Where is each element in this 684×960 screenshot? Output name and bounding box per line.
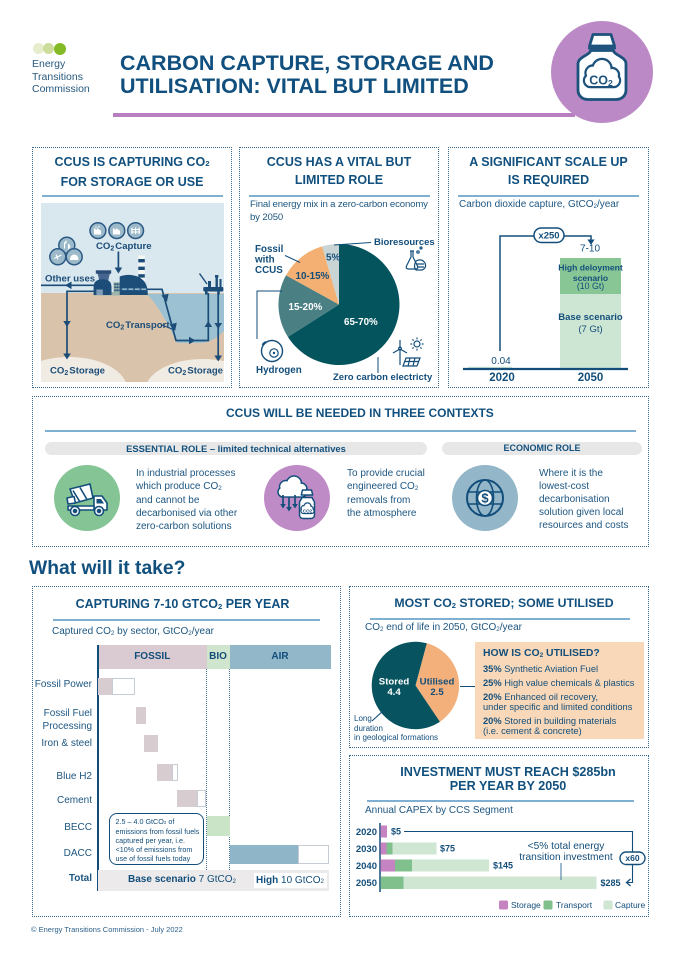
svg-text:CO2Storage: CO2Storage [50,366,105,378]
svg-text:$145: $145 [493,861,513,871]
svg-text:CO2Transport: CO2Transport [106,320,170,332]
svg-text:CCUS: CCUS [255,265,283,276]
svg-text:$75: $75 [440,844,455,854]
svg-text:7-10: 7-10 [580,244,600,255]
svg-text:Fossil: Fossil [255,244,284,255]
svg-text:transition investment: transition investment [519,852,613,863]
svg-text:2030: 2030 [356,844,377,855]
svg-text:$: $ [481,490,489,505]
svg-text:Base scenario: Base scenario [558,312,623,323]
svg-text:<5% total energy: <5% total energy [528,841,606,852]
svg-text:CO2Capture: CO2Capture [96,241,152,253]
svg-text:Stored: Stored [379,677,410,688]
svg-text:10-15%: 10-15% [296,271,330,282]
svg-text:4.4: 4.4 [387,687,401,698]
svg-text:2040: 2040 [356,861,377,872]
svg-text:$285: $285 [601,878,621,888]
svg-text:x60: x60 [625,853,639,863]
svg-text:Transport: Transport [556,900,593,910]
svg-text:$5: $5 [391,827,401,837]
svg-text:2050: 2050 [578,372,604,383]
svg-text:2020: 2020 [489,372,515,383]
svg-text:15-20%: 15-20% [289,302,323,313]
svg-text:5%: 5% [326,253,340,264]
svg-text:CO2: CO2 [589,74,613,89]
svg-text:Utilised: Utilised [420,677,455,688]
svg-text:Other uses: Other uses [45,273,95,284]
svg-text:2.5: 2.5 [430,687,444,698]
svg-text:scenario: scenario [573,273,608,283]
svg-text:Zero carbon electricty: Zero carbon electricty [333,372,433,383]
svg-text:(10 Gt): (10 Gt) [577,281,604,291]
svg-text:x250: x250 [538,231,559,242]
svg-text:Hydrogen: Hydrogen [256,365,302,376]
svg-text:Capture: Capture [615,900,646,910]
svg-text:High deloyment: High deloyment [558,263,623,273]
svg-text:with: with [254,255,275,266]
svg-text:0.04: 0.04 [491,356,511,367]
svg-text:(7 Gt): (7 Gt) [578,324,602,335]
svg-text:2050: 2050 [356,878,377,889]
svg-text:CO2Storage: CO2Storage [168,366,223,378]
svg-text:65-70%: 65-70% [344,317,378,328]
svg-text:2020: 2020 [356,827,377,838]
svg-text:Storage: Storage [511,900,541,910]
svg-text:CO2: CO2 [303,508,313,513]
svg-text:Bioresources: Bioresources [374,237,435,248]
